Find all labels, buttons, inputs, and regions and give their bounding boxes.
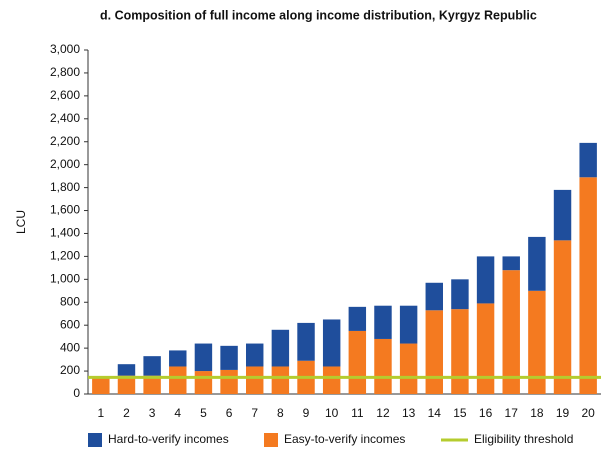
bar-segment bbox=[374, 338, 392, 394]
x-tick-label: 2 bbox=[123, 406, 130, 420]
bar-segment bbox=[348, 330, 367, 394]
bar-segment bbox=[553, 189, 572, 241]
bar-segment bbox=[579, 177, 597, 394]
y-tick-label: 1,800 bbox=[50, 180, 80, 194]
bar-segment bbox=[246, 366, 264, 394]
x-tick-label: 5 bbox=[200, 406, 207, 420]
bar-segment bbox=[322, 366, 341, 394]
x-tick-label: 6 bbox=[226, 406, 233, 420]
x-tick-label: 12 bbox=[376, 406, 390, 420]
x-tick-label: 9 bbox=[303, 406, 310, 420]
y-tick-label: 1,600 bbox=[50, 203, 80, 217]
bar-segment bbox=[194, 371, 213, 394]
x-tick-label: 19 bbox=[556, 406, 570, 420]
x-tick-label: 3 bbox=[149, 406, 156, 420]
bar-segment bbox=[297, 322, 315, 361]
bar-segment bbox=[143, 356, 161, 376]
y-tick-label: 400 bbox=[60, 340, 80, 354]
bar-segment bbox=[399, 305, 418, 344]
bar-segment bbox=[451, 279, 469, 310]
bar-segment bbox=[220, 369, 238, 394]
x-tick-label: 11 bbox=[351, 406, 364, 420]
bar-segment bbox=[271, 366, 290, 394]
legend-label: Hard-to-verify incomes bbox=[108, 432, 229, 446]
bar-segment bbox=[271, 329, 290, 367]
x-tick-label: 14 bbox=[428, 406, 442, 420]
y-tick-label: 200 bbox=[60, 363, 80, 377]
chart-title: d. Composition of full income along inco… bbox=[100, 8, 537, 22]
legend-label: Easy-to-verify incomes bbox=[284, 432, 405, 446]
x-tick-label: 10 bbox=[325, 406, 339, 420]
y-tick-label: 2,800 bbox=[50, 65, 80, 79]
bar-segment bbox=[169, 350, 187, 367]
bar-segment bbox=[220, 345, 238, 370]
x-tick-label: 8 bbox=[277, 406, 284, 420]
bar-segment bbox=[322, 319, 341, 367]
bar-segment bbox=[528, 236, 546, 291]
x-tick-label: 15 bbox=[453, 406, 467, 420]
bar-segment bbox=[579, 142, 597, 178]
x-tick-label: 7 bbox=[251, 406, 258, 420]
y-tick-label: 1,400 bbox=[50, 226, 80, 240]
bar-segment bbox=[502, 270, 520, 394]
y-tick-label: 600 bbox=[60, 317, 80, 331]
bar-segment bbox=[425, 282, 443, 311]
x-tick-label: 13 bbox=[402, 406, 416, 420]
bar-segment bbox=[476, 256, 495, 304]
y-tick-label: 3,000 bbox=[50, 42, 80, 56]
bar-segment bbox=[348, 306, 367, 331]
y-tick-label: 2,200 bbox=[50, 134, 80, 148]
bar-segment bbox=[374, 305, 392, 339]
bar-segment bbox=[502, 256, 520, 271]
x-tick-label: 18 bbox=[530, 406, 544, 420]
bar-segment bbox=[528, 290, 546, 394]
bar-segment bbox=[117, 364, 136, 376]
bar-segment bbox=[143, 375, 161, 394]
y-tick-label: 0 bbox=[73, 386, 80, 400]
legend-label: Eligibility threshold bbox=[474, 432, 573, 446]
bar-segment bbox=[117, 375, 136, 394]
y-axis-label: LCU bbox=[14, 210, 28, 234]
bar-segment bbox=[399, 343, 418, 394]
bar-segment bbox=[553, 240, 572, 394]
bar-segment bbox=[246, 343, 264, 367]
x-tick-label: 20 bbox=[581, 406, 595, 420]
y-tick-label: 800 bbox=[60, 294, 80, 308]
y-tick-label: 2,600 bbox=[50, 88, 80, 102]
y-tick-label: 1,200 bbox=[50, 249, 80, 263]
y-tick-label: 2,400 bbox=[50, 111, 80, 125]
bar-segment bbox=[169, 366, 187, 394]
bar-segment bbox=[476, 303, 495, 394]
legend-swatch bbox=[88, 433, 102, 447]
bar-segment bbox=[451, 309, 469, 394]
legend-swatch bbox=[264, 433, 278, 447]
x-tick-label: 4 bbox=[174, 406, 181, 420]
x-tick-label: 1 bbox=[97, 406, 104, 420]
x-tick-label: 17 bbox=[505, 406, 519, 420]
bar-segment bbox=[92, 377, 110, 394]
bar-segment bbox=[194, 343, 213, 372]
x-tick-label: 16 bbox=[479, 406, 493, 420]
y-tick-label: 2,000 bbox=[50, 157, 80, 171]
bar-segment bbox=[425, 310, 443, 394]
y-tick-label: 1,000 bbox=[50, 272, 80, 286]
